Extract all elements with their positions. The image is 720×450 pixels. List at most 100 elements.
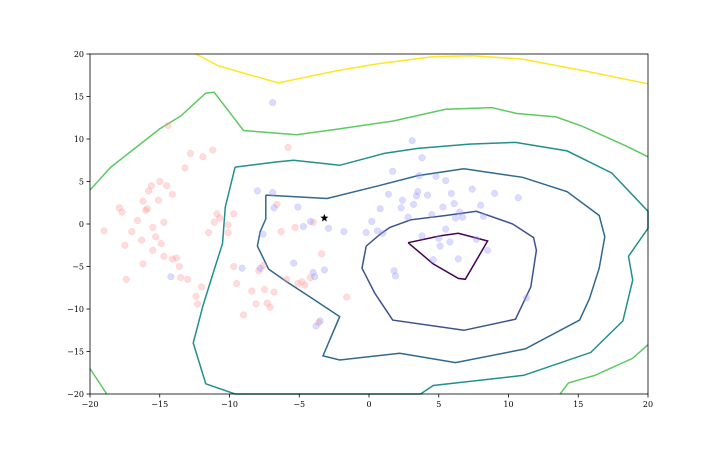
data-point-s0-7 xyxy=(138,236,146,244)
data-point-s1-46 xyxy=(442,225,450,233)
data-point-s0-38 xyxy=(210,218,218,226)
data-point-s1-61 xyxy=(523,294,531,302)
data-point-s0-4 xyxy=(122,275,130,283)
data-point-s1-27 xyxy=(391,272,400,280)
data-point-s0-31 xyxy=(186,149,194,157)
data-point-s0-16 xyxy=(152,233,160,241)
y-tick-label: 20 xyxy=(74,50,84,59)
contour-line-2 xyxy=(256,168,606,364)
data-point-s1-48 xyxy=(447,189,455,197)
data-point-s1-17 xyxy=(324,224,333,232)
data-point-s0-62 xyxy=(301,281,309,289)
data-point-s0-8 xyxy=(139,197,147,205)
data-point-s1-24 xyxy=(384,190,393,198)
data-point-s1-36 xyxy=(418,232,426,240)
data-point-s0-57 xyxy=(283,275,291,283)
data-point-s1-0 xyxy=(167,273,175,281)
scatter-points xyxy=(100,98,531,330)
axes-frame xyxy=(89,53,649,395)
data-point-s1-51 xyxy=(454,255,462,263)
data-point-s0-49 xyxy=(255,267,263,275)
data-point-s1-59 xyxy=(491,189,499,197)
data-point-s0-32 xyxy=(192,292,200,300)
data-point-s1-40 xyxy=(429,256,437,264)
data-point-s0-13 xyxy=(147,182,155,190)
data-point-s1-60 xyxy=(514,194,522,202)
data-point-s1-42 xyxy=(435,234,443,242)
data-point-s0-35 xyxy=(199,153,207,161)
data-point-s0-67 xyxy=(343,293,351,301)
data-point-s1-31 xyxy=(408,137,416,145)
data-point-s1-21 xyxy=(373,227,381,235)
data-point-s0-41 xyxy=(224,221,232,229)
data-point-s1-57 xyxy=(479,212,487,220)
data-point-s1-6 xyxy=(269,188,277,197)
contour-line-4 xyxy=(89,91,649,191)
data-point-s1-5 xyxy=(269,98,277,107)
data-point-s1-45 xyxy=(442,177,450,185)
data-point-s1-58 xyxy=(484,246,492,254)
x-tick-label: 15 xyxy=(573,400,583,409)
data-point-s0-29 xyxy=(181,164,189,172)
data-point-s0-19 xyxy=(157,240,165,248)
x-tick-label: −15 xyxy=(151,400,168,409)
data-point-s0-65 xyxy=(315,319,323,327)
data-point-s0-50 xyxy=(259,262,267,270)
data-point-s0-14 xyxy=(149,246,157,254)
data-point-s0-40 xyxy=(216,214,224,222)
y-tick-label: −15 xyxy=(67,348,84,357)
x-tick-label: −5 xyxy=(293,400,305,409)
data-point-s0-17 xyxy=(154,196,162,204)
data-point-s1-38 xyxy=(424,191,432,199)
data-point-s1-49 xyxy=(450,200,458,208)
x-tick-label: −20 xyxy=(82,400,99,409)
data-point-s1-8 xyxy=(290,259,298,267)
data-point-s1-19 xyxy=(362,228,370,237)
data-point-s0-23 xyxy=(164,121,172,129)
data-point-s0-25 xyxy=(168,190,176,198)
data-point-s0-53 xyxy=(266,303,274,311)
contour-line-5 xyxy=(89,368,108,395)
data-point-s1-29 xyxy=(398,196,407,204)
data-point-s0-43 xyxy=(230,210,238,218)
data-point-s1-13 xyxy=(311,273,319,281)
data-point-s0-12 xyxy=(145,187,153,195)
data-point-s1-26 xyxy=(390,267,398,275)
y-tick-label: 5 xyxy=(79,178,84,187)
data-point-s1-53 xyxy=(458,213,467,221)
data-point-s0-1 xyxy=(115,204,123,212)
data-point-s0-5 xyxy=(128,228,136,236)
data-point-s0-18 xyxy=(156,177,164,186)
data-point-s1-16 xyxy=(320,266,328,274)
data-point-s0-3 xyxy=(121,241,129,249)
data-point-s1-52 xyxy=(456,208,464,216)
data-point-s0-63 xyxy=(306,274,314,282)
data-point-s1-18 xyxy=(340,228,348,236)
data-point-s1-35 xyxy=(415,172,423,180)
x-tick-label: 5 xyxy=(436,400,441,409)
data-point-s1-41 xyxy=(432,172,440,180)
data-point-s1-2 xyxy=(253,187,261,195)
star-marker xyxy=(320,213,329,222)
data-point-s0-27 xyxy=(175,262,183,271)
data-point-s0-15 xyxy=(149,223,157,231)
data-point-s1-30 xyxy=(404,213,412,221)
data-point-s0-34 xyxy=(198,283,206,291)
contour-line-3 xyxy=(192,141,649,395)
contour-line-6 xyxy=(559,344,649,395)
x-tick-label: 10 xyxy=(503,400,513,409)
data-point-s0-64 xyxy=(309,218,317,226)
data-point-s1-22 xyxy=(376,205,384,213)
data-point-s1-50 xyxy=(451,214,460,222)
data-point-s0-66 xyxy=(318,250,326,258)
y-tick-label: 0 xyxy=(79,220,84,229)
data-point-s0-36 xyxy=(205,228,213,237)
data-point-s0-60 xyxy=(294,279,302,288)
data-point-s1-37 xyxy=(418,154,426,162)
data-point-s1-54 xyxy=(468,185,476,193)
contour-line-0 xyxy=(407,232,489,281)
data-point-s0-10 xyxy=(142,206,150,214)
data-point-s0-47 xyxy=(248,287,256,295)
data-point-s0-20 xyxy=(160,218,168,226)
